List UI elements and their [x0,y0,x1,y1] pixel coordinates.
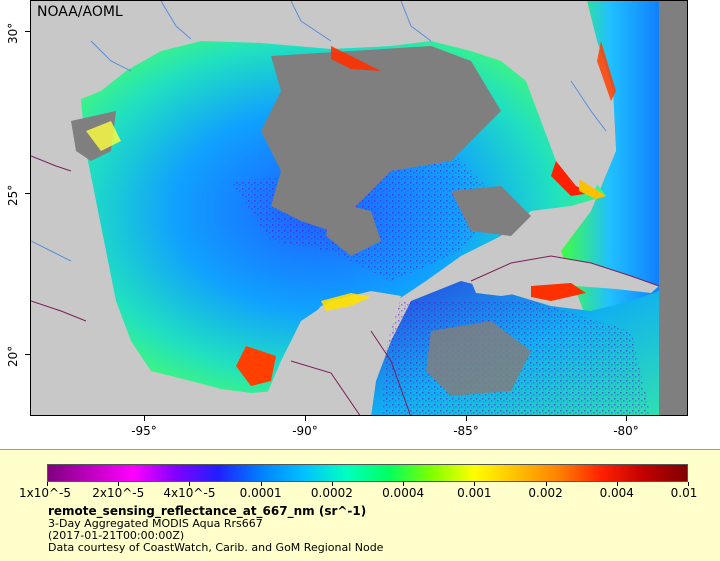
fringe-campeche [236,346,276,386]
land-cuba [471,256,659,296]
cuba-outline [470,255,660,287]
colorbar-tick-mark [47,482,48,486]
legend-variable: remote_sensing_reflectance_at_667_nm (sr… [48,504,367,518]
colorbar-tick-mark [474,482,476,486]
colorbar-tick-label: 0.001 [457,486,492,500]
rivers [31,1,607,262]
x-tick-mark [626,416,627,421]
fringe-florida-west [551,161,591,196]
cloud-gap-east [451,186,531,236]
land-mexico [31,151,401,415]
colorbar-tick-label: 1x10^-5 [18,486,72,500]
legend-description: 3-Day Aggregated MODIS Aqua Rrs667 [48,517,263,530]
colorbar-tick-label: 0.0001 [239,486,282,500]
colorbar-tick-label: 2x10^-5 [92,486,145,500]
colorbar-tick-label: 0.002 [528,486,563,500]
colorbar-tick-label: 0.0004 [382,486,425,500]
legend-date: (2017-01-21T00:00:00Z) [48,529,185,542]
y-tick-label: 25° [6,184,20,206]
colorbar-tick-mark [118,482,120,486]
borders [31,155,411,415]
credit-label: NOAA/AOML [37,4,123,20]
x-tick-mark [305,416,306,421]
land-us [31,1,616,196]
nodata-strip-east [659,1,687,415]
colorbar-tick-label: 0.01 [670,486,698,500]
y-tick-mark [25,193,30,194]
x-tick-mark [466,416,467,421]
colorbar-tick-mark [403,482,405,486]
fringe-florida-keys [579,179,606,199]
y-tick-label: 30° [6,22,20,44]
colorbar-tick-mark [189,482,191,486]
colorbar-tick-mark [616,482,618,486]
cloud-gap-carib [426,321,531,396]
colorbar-tick-mark [688,482,689,486]
legend-courtesy: Data courtesy of CoastWatch, Carib. and … [48,541,384,554]
colorbar-tick-label: 0.0002 [310,486,353,500]
cloud-gap-center [326,201,381,256]
x-tick-label: -95° [131,424,157,438]
colorbar-tick-mark [331,482,333,486]
x-tick-label: -90° [292,424,318,438]
fringe-cuba-south [531,283,586,301]
fringe-louisiana [331,46,381,71]
colorbar-tick-mark [545,482,547,486]
colorbar-tick-label: 4x10^-5 [163,486,216,500]
legend-panel: 1x10^-5 2x10^-5 4x10^-5 0.0001 0.0002 0.0004 0… [0,449,720,561]
colorbar [47,464,688,482]
x-tick-label: -85° [453,424,479,438]
colorbar-tick-mark [260,482,262,486]
fringe-yucatan [321,293,371,311]
y-tick-mark [25,354,30,355]
x-tick-mark [144,416,145,421]
reflectance-map [31,1,687,415]
map-panel[interactable]: NOAA/AOML [30,0,688,416]
cloud-gap-north [261,46,501,231]
fringe-texas [86,121,121,151]
y-tick-mark [25,31,30,32]
y-tick-label: 20° [6,345,20,367]
fringe-atlantic [597,41,616,101]
colorbar-tick-label: 0.004 [599,486,634,500]
x-tick-label: -80° [613,424,639,438]
